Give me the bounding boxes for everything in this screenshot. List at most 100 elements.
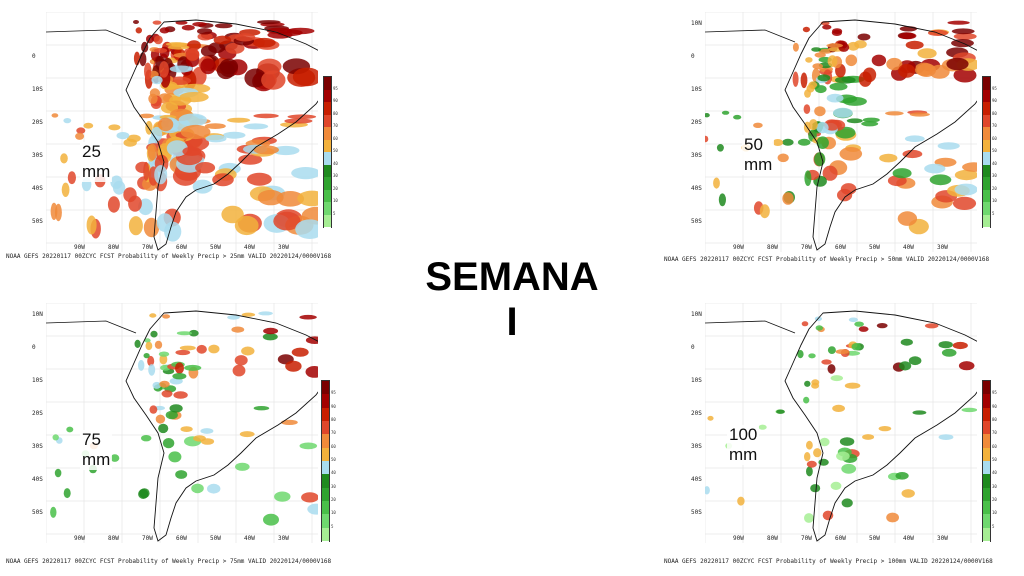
precip-area (144, 338, 151, 343)
precip-area (801, 321, 809, 327)
precip-area (899, 361, 912, 371)
precip-area (816, 136, 829, 149)
precip-area (273, 211, 301, 231)
colorbar-swatch (983, 500, 990, 515)
precip-area (904, 135, 925, 142)
lat-label: 10S (32, 86, 43, 93)
precip-area (76, 127, 86, 134)
precip-area (905, 40, 924, 50)
precip-area (792, 42, 799, 52)
precip-area (52, 434, 59, 441)
precip-area (197, 32, 213, 41)
colorbar-swatch (324, 189, 331, 202)
colorbar-label: 5 (992, 523, 995, 529)
precip-area (297, 190, 318, 207)
precip-area (258, 311, 273, 316)
precip-area (716, 144, 724, 152)
colorbar-swatch (983, 460, 990, 475)
precip-area (879, 153, 898, 163)
precip-area (900, 338, 913, 346)
lon-label: 40W (903, 535, 914, 542)
lat-label: 40S (691, 476, 702, 483)
forecast-caption: NOAA GEFS 20220117 00ZCYC FCST Probabili… (6, 253, 332, 260)
precip-area (954, 169, 977, 181)
precip-area (292, 67, 318, 87)
colorbar-label: 70 (331, 430, 336, 436)
precip-area (804, 170, 812, 186)
precip-area (166, 140, 188, 157)
precip-probability-map (46, 303, 318, 543)
colorbar-swatch (983, 434, 990, 448)
colorbar-swatch (324, 127, 331, 140)
colorbar-label: 90 (992, 403, 997, 409)
precip-area (854, 40, 867, 49)
week-title-line2: I (506, 300, 518, 344)
precip-area (151, 75, 163, 85)
colorbar-swatch (983, 152, 990, 165)
lat-label: 40S (32, 476, 43, 483)
precip-area (123, 187, 137, 203)
precip-area (737, 496, 745, 506)
precip-area (187, 40, 201, 51)
lat-label: 20S (691, 119, 702, 126)
precip-area (179, 345, 196, 351)
precip-area (805, 57, 813, 63)
precip-area (123, 138, 137, 147)
precip-area (253, 406, 270, 411)
colorbar-swatch (983, 447, 990, 461)
precip-area (252, 37, 276, 48)
colorbar-swatch (322, 514, 329, 528)
precip-area (176, 331, 192, 336)
precip-area (234, 355, 248, 366)
precip-area (804, 452, 811, 462)
precip-area (916, 63, 936, 77)
colorbar-label: 90 (333, 98, 338, 103)
precip-area (953, 33, 977, 40)
precip-area (759, 204, 770, 219)
precip-area (239, 431, 255, 438)
precip-area (705, 113, 710, 118)
precip-area (263, 327, 279, 335)
precip-area (924, 163, 946, 174)
lon-label: 40W (903, 244, 914, 251)
colorbar-label: 50 (992, 148, 997, 153)
precip-area (188, 329, 199, 337)
precip-area (952, 196, 977, 210)
precip-area (110, 454, 120, 462)
colorbar-swatch (983, 527, 990, 541)
colorbar-label: 90 (992, 98, 997, 103)
precip-area (200, 438, 215, 445)
precip-area (777, 153, 789, 163)
continent-outline (784, 19, 977, 251)
precip-area (878, 426, 892, 432)
colorbar-swatch (983, 189, 990, 202)
precip-area (839, 147, 863, 161)
precip-area (871, 54, 887, 67)
precip-area (178, 113, 207, 127)
precip-area (842, 96, 867, 106)
colorbar-swatch (322, 487, 329, 501)
precip-area (307, 503, 318, 515)
precip-area (196, 344, 207, 354)
precip-area (51, 113, 59, 118)
precip-area (192, 179, 213, 194)
colorbar-label: 50 (333, 148, 338, 153)
precip-area (917, 48, 937, 59)
precip-area (806, 440, 813, 450)
continent-outline (125, 310, 318, 542)
precip-area (184, 364, 202, 371)
precip-area (200, 45, 217, 57)
colorbar-label: 40 (333, 160, 338, 166)
lat-label: 30S (32, 443, 43, 450)
lon-label: 30W (937, 535, 948, 542)
precip-area (858, 326, 869, 332)
lon-label: 40W (244, 244, 255, 251)
precip-area (862, 117, 880, 123)
precip-area (235, 462, 250, 471)
lon-label: 30W (278, 535, 289, 542)
precip-area (150, 330, 158, 338)
precip-area (826, 43, 843, 48)
lon-label: 70W (801, 244, 812, 251)
precip-area (886, 57, 903, 71)
lat-label: 30S (691, 152, 702, 159)
